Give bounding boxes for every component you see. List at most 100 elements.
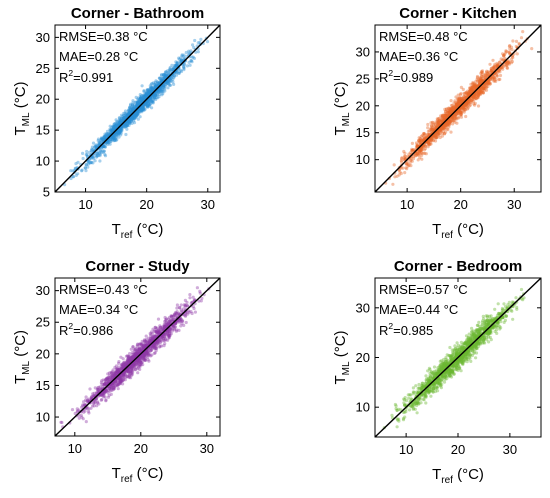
scatter-point — [474, 356, 478, 360]
scatter-point — [152, 85, 156, 89]
scatter-point — [171, 68, 175, 72]
scatter-point — [108, 389, 112, 393]
scatter-point — [139, 94, 144, 98]
scatter-point — [85, 149, 89, 154]
scatter-point — [113, 124, 117, 128]
scatter-point — [472, 85, 476, 89]
scatter-point — [107, 132, 111, 136]
scatter-point — [102, 149, 106, 153]
scatter-point — [91, 141, 96, 145]
scatter-point — [150, 100, 154, 104]
scatter-point — [121, 116, 126, 120]
scatter-point — [113, 124, 117, 128]
scatter-point — [173, 325, 178, 329]
scatter-point — [150, 86, 154, 90]
scatter-point — [109, 126, 114, 130]
scatter-point — [100, 137, 104, 141]
scatter-point — [102, 135, 106, 139]
scatter-point — [161, 72, 166, 77]
scatter-point — [112, 374, 116, 378]
scatter-point — [472, 96, 477, 100]
scatter-point — [474, 84, 478, 88]
scatter-point — [102, 135, 106, 139]
scatter-point — [124, 124, 128, 129]
scatter-point — [135, 113, 139, 118]
scatter-point — [147, 90, 151, 94]
scatter-point — [127, 106, 132, 110]
scatter-point — [163, 71, 167, 75]
scatter-point — [152, 92, 156, 97]
scatter-point — [122, 114, 126, 118]
scatter-point — [143, 102, 147, 106]
scatter-point — [151, 81, 156, 85]
scatter-point — [136, 112, 140, 116]
scatter-point — [145, 91, 149, 95]
scatter-point — [458, 108, 462, 112]
scatter-point — [132, 115, 136, 119]
scatter-point — [102, 144, 106, 148]
scatter-point — [89, 160, 93, 165]
scatter-point — [94, 143, 98, 147]
scatter-point — [147, 100, 151, 104]
scatter-point — [507, 61, 511, 65]
scatter-point — [119, 130, 123, 134]
scatter-point — [412, 156, 416, 161]
scatter-point — [463, 103, 467, 107]
scatter-point — [59, 420, 63, 424]
scatter-point — [174, 63, 178, 68]
scatter-point — [442, 132, 447, 136]
scatter-point — [158, 87, 162, 91]
scatter-point — [424, 134, 429, 138]
scatter-point — [136, 102, 140, 107]
scatter-point — [141, 107, 145, 111]
scatter-point — [495, 73, 499, 77]
scatter-point — [88, 161, 93, 165]
scatter-point — [517, 41, 521, 46]
scatter-point — [440, 113, 445, 117]
scatter-point — [400, 156, 404, 160]
scatter-point — [125, 124, 129, 128]
scatter-point — [103, 134, 107, 138]
scatter-point — [140, 105, 145, 109]
scatter-point — [74, 162, 78, 166]
scatter-point — [138, 108, 142, 112]
scatter-point — [113, 125, 117, 129]
scatter-point — [464, 114, 468, 119]
scatter-point — [120, 119, 125, 123]
scatter-point — [501, 67, 505, 71]
scatter-point — [119, 126, 123, 130]
scatter-point — [454, 102, 459, 106]
y-tick-label: 30 — [356, 44, 370, 59]
scatter-point — [104, 398, 108, 402]
scatter-point — [442, 124, 446, 128]
scatter-point — [194, 50, 198, 54]
scatter-point — [127, 112, 131, 116]
scatter-point — [127, 118, 131, 122]
scatter-point — [118, 118, 122, 122]
scatter-point — [459, 92, 463, 96]
scatter-point — [446, 110, 450, 114]
scatter-point — [144, 93, 148, 97]
scatter-point — [473, 95, 477, 99]
scatter-point — [496, 62, 500, 67]
scatter-point — [153, 85, 158, 89]
scatter-point — [434, 136, 438, 140]
scatter-point — [476, 93, 480, 97]
scatter-point — [154, 93, 158, 97]
scatter-point — [162, 73, 166, 77]
scatter-point — [122, 117, 126, 121]
scatter-point — [162, 83, 166, 87]
scatter-point — [150, 81, 154, 86]
scatter-point — [96, 151, 100, 155]
scatter-point — [127, 120, 132, 124]
scatter-point — [447, 110, 451, 114]
scatter-point — [94, 145, 98, 150]
scatter-point — [131, 116, 135, 120]
scatter-point — [180, 53, 184, 57]
scatter-point — [447, 123, 451, 127]
scatter-point — [484, 88, 489, 92]
scatter-point — [179, 68, 183, 72]
scatter-point — [479, 74, 483, 78]
scatter-point — [108, 130, 112, 134]
scatter-point — [174, 71, 178, 75]
